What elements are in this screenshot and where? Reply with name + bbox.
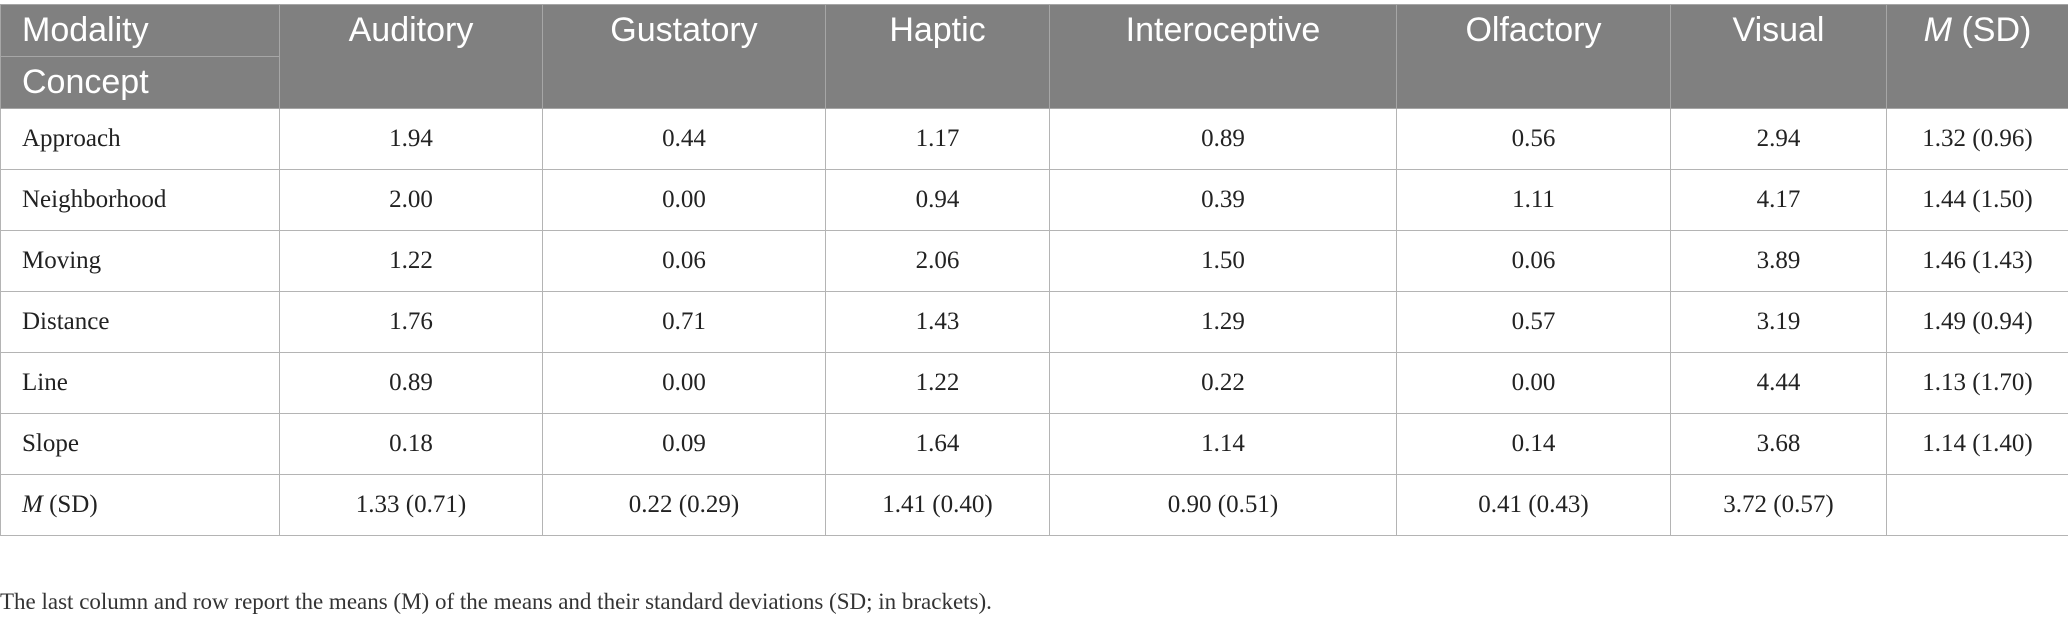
col-header-msd: M (SD) xyxy=(1886,4,2068,109)
summary-cell: 0.90 (0.51) xyxy=(1049,474,1397,536)
summary-cell: 0.22 (0.29) xyxy=(542,474,826,536)
table-cell: 0.18 xyxy=(279,413,543,475)
corner-modality: Modality xyxy=(22,11,149,49)
table-cell: 0.57 xyxy=(1396,291,1671,353)
modality-table: Modality Concept Auditory Gustatory Hapt… xyxy=(0,4,2068,536)
table-cell: 4.44 xyxy=(1670,352,1887,414)
corner-concept: Concept xyxy=(22,63,149,101)
summary-cell: 1.33 (0.71) xyxy=(279,474,543,536)
table-cell: 0.89 xyxy=(1049,108,1397,170)
summary-cell: 3.72 (0.57) xyxy=(1670,474,1887,536)
table-row: Approach 1.94 0.44 1.17 0.89 0.56 2.94 1… xyxy=(0,108,2068,170)
table-cell: 3.68 xyxy=(1670,413,1887,475)
table-cell: 0.94 xyxy=(825,169,1050,231)
row-label: Moving xyxy=(0,230,280,292)
table-cell: 1.29 xyxy=(1049,291,1397,353)
table-cell: 3.89 xyxy=(1670,230,1887,292)
row-label: Line xyxy=(0,352,280,414)
table-cell: 1.11 xyxy=(1396,169,1671,231)
table-cell: 1.14 xyxy=(1049,413,1397,475)
table-footnote: The last column and row report the means… xyxy=(0,589,992,614)
table-cell: 1.22 xyxy=(825,352,1050,414)
table-cell: 0.14 xyxy=(1396,413,1671,475)
col-header-interoceptive: Interoceptive xyxy=(1049,4,1397,109)
table-cell: 0.71 xyxy=(542,291,826,353)
table-cell: 0.44 xyxy=(542,108,826,170)
table-cell: 2.06 xyxy=(825,230,1050,292)
col-header-visual: Visual xyxy=(1670,4,1887,109)
table-cell: 1.17 xyxy=(825,108,1050,170)
table-cell: 0.39 xyxy=(1049,169,1397,231)
table-cell: 4.17 xyxy=(1670,169,1887,231)
summary-cell: 1.41 (0.40) xyxy=(825,474,1050,536)
table-cell: 2.94 xyxy=(1670,108,1887,170)
table-row: Moving 1.22 0.06 2.06 1.50 0.06 3.89 1.4… xyxy=(0,230,2068,292)
table-row: Neighborhood 2.00 0.00 0.94 0.39 1.11 4.… xyxy=(0,169,2068,231)
table-cell: 0.09 xyxy=(542,413,826,475)
summary-row: M (SD) 1.33 (0.71) 0.22 (0.29) 1.41 (0.4… xyxy=(0,474,2068,536)
table-cell: 0.56 xyxy=(1396,108,1671,170)
row-label: Distance xyxy=(0,291,280,353)
table-cell: 2.00 xyxy=(279,169,543,231)
table-cell-msd: 1.44 (1.50) xyxy=(1886,169,2068,231)
row-label: Approach xyxy=(0,108,280,170)
col-header-gustatory: Gustatory xyxy=(542,4,826,109)
corner-header: Modality Concept xyxy=(0,4,280,109)
table-cell: 0.89 xyxy=(279,352,543,414)
summary-cell: 0.41 (0.43) xyxy=(1396,474,1671,536)
table-row: Distance 1.76 0.71 1.43 1.29 0.57 3.19 1… xyxy=(0,291,2068,353)
table-cell-msd: 1.46 (1.43) xyxy=(1886,230,2068,292)
table-cell: 1.43 xyxy=(825,291,1050,353)
table-cell: 1.64 xyxy=(825,413,1050,475)
summary-label: M (SD) xyxy=(0,474,280,536)
summary-cell-empty xyxy=(1886,474,2068,536)
table-cell-msd: 1.49 (0.94) xyxy=(1886,291,2068,353)
table-wrapper: Modality Concept Auditory Gustatory Hapt… xyxy=(0,4,2068,536)
table-cell-msd: 1.14 (1.40) xyxy=(1886,413,2068,475)
col-header-haptic: Haptic xyxy=(825,4,1050,109)
table-cell: 1.94 xyxy=(279,108,543,170)
table-cell: 0.00 xyxy=(542,352,826,414)
col-header-auditory: Auditory xyxy=(279,4,543,109)
table-cell: 0.22 xyxy=(1049,352,1397,414)
table-cell-msd: 1.32 (0.96) xyxy=(1886,108,2068,170)
table-row: Slope 0.18 0.09 1.64 1.14 0.14 3.68 1.14… xyxy=(0,413,2068,475)
table-cell-msd: 1.13 (1.70) xyxy=(1886,352,2068,414)
table-cell: 1.76 xyxy=(279,291,543,353)
row-label: Slope xyxy=(0,413,280,475)
table-cell: 0.06 xyxy=(1396,230,1671,292)
table-row: Line 0.89 0.00 1.22 0.22 0.00 4.44 1.13 … xyxy=(0,352,2068,414)
header-row: Modality Concept Auditory Gustatory Hapt… xyxy=(0,4,2068,109)
table-cell: 0.00 xyxy=(1396,352,1671,414)
table-cell: 3.19 xyxy=(1670,291,1887,353)
table-cell: 1.22 xyxy=(279,230,543,292)
table-cell: 0.00 xyxy=(542,169,826,231)
row-label: Neighborhood xyxy=(0,169,280,231)
table-cell: 1.50 xyxy=(1049,230,1397,292)
table-cell: 0.06 xyxy=(542,230,826,292)
col-header-olfactory: Olfactory xyxy=(1396,4,1671,109)
